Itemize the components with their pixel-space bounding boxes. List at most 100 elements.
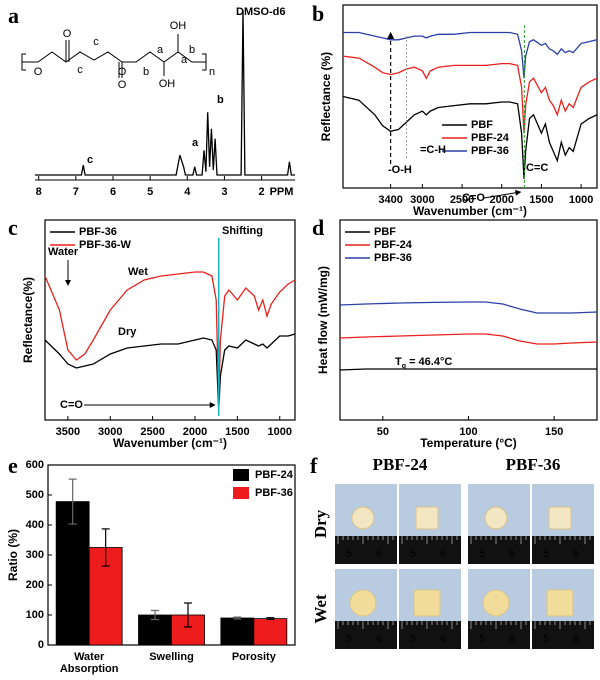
- x-tick-label: Water Absorption: [60, 651, 119, 675]
- ruler-label: 6: [509, 633, 515, 645]
- structure-bonds: [22, 51, 206, 63]
- legend-swatch: [233, 487, 249, 499]
- legend-label: PBF-24: [255, 469, 294, 481]
- x-tick-label: 4: [184, 186, 191, 198]
- ruler-label: 5: [543, 548, 549, 560]
- photo-row-label: Wet: [311, 594, 330, 624]
- y-tick-label: 500: [26, 489, 44, 501]
- data-line: [339, 333, 598, 345]
- x-tick-label: 1500: [529, 194, 553, 206]
- bar: [220, 617, 255, 646]
- sample-disc: [484, 506, 508, 530]
- x-tick-label: 2500: [450, 194, 474, 206]
- legend-label: PBF-36: [471, 145, 509, 157]
- panel-letter: b: [312, 1, 324, 26]
- annotation: Water: [48, 246, 79, 258]
- x-tick-label: 3500: [56, 426, 80, 438]
- structure-label: O: [118, 66, 127, 78]
- structure-label: O: [118, 79, 127, 91]
- photo-ruler: [532, 621, 594, 649]
- ruler-label: 5: [410, 548, 416, 560]
- x-tick-label: 3000: [410, 194, 434, 206]
- y-axis-label: Ratio (%): [6, 529, 20, 581]
- x-axis-label: Temperature (°C): [420, 436, 517, 450]
- data-line: [339, 301, 598, 314]
- data-line: [343, 31, 598, 79]
- y-axis-label: Heat flow (mW/mg): [316, 266, 330, 374]
- annotation: c: [87, 154, 93, 166]
- legend-label: PBF-36: [79, 226, 117, 238]
- data-line: [342, 55, 598, 134]
- annotation: Dry: [118, 326, 137, 338]
- ruler-label: 6: [440, 633, 446, 645]
- x-tick-label: Porosity: [232, 651, 277, 663]
- x-tick-label: 2000: [183, 426, 207, 438]
- sample-square: [415, 506, 439, 530]
- sample-disc: [351, 506, 375, 530]
- ruler-label: 5: [410, 633, 416, 645]
- annotation: DMSO-d6: [236, 6, 286, 18]
- annotation: Wet: [128, 266, 148, 278]
- sample-square: [413, 589, 441, 617]
- y-tick-label: 200: [26, 579, 44, 591]
- bar: [253, 618, 288, 646]
- structure-label: OH: [159, 78, 176, 90]
- ruler-label: 6: [509, 548, 515, 560]
- legend-label: PBF-36: [255, 487, 293, 499]
- ruler-label: 5: [346, 548, 352, 560]
- y-tick-label: 0: [38, 639, 44, 651]
- data-line: [35, 9, 295, 176]
- y-tick-label: 300: [26, 549, 44, 561]
- structure-bracket: [21, 53, 26, 71]
- co-arrow: [483, 189, 522, 199]
- x-tick-label: 1500: [225, 426, 249, 438]
- x-tick-label: 1000: [569, 194, 593, 206]
- x-tick-label: 3: [221, 186, 227, 198]
- tg-annotation: Tg = 46.4°C: [395, 356, 452, 370]
- y-axis-label: Reflectance (%): [319, 52, 333, 141]
- x-tick-label: 150: [545, 426, 563, 438]
- plot-frame: [44, 219, 296, 421]
- data-line: [339, 368, 597, 371]
- sample-square: [546, 589, 574, 617]
- annotation: a: [192, 137, 199, 149]
- x-tick-label: 6: [110, 186, 116, 198]
- structure-bracket: [202, 53, 207, 71]
- photo-ruler: [335, 621, 397, 649]
- sample-disc: [482, 589, 510, 617]
- annotation: -O-H: [388, 164, 412, 176]
- x-tick-label: 2000: [490, 194, 514, 206]
- tg-symbol: T: [395, 356, 402, 368]
- x-axis-label: PPM: [270, 186, 294, 198]
- structure-label: b: [143, 66, 149, 78]
- photo-column-label: PBF-36: [506, 455, 561, 474]
- structure-label: a: [157, 44, 164, 56]
- panel-letter: a: [8, 3, 19, 28]
- annotation: =C-H: [420, 144, 446, 156]
- structure-label: O: [34, 66, 43, 78]
- ruler-label: 5: [479, 633, 485, 645]
- annotation: C=O: [462, 192, 485, 204]
- ruler-label: 5: [479, 548, 485, 560]
- structure-label: n: [209, 66, 215, 78]
- photo-ruler: [468, 621, 530, 649]
- photo-ruler: [399, 621, 461, 649]
- x-tick-label: 1000: [268, 426, 292, 438]
- ruler-label: 6: [376, 633, 382, 645]
- ruler-label: 5: [346, 633, 352, 645]
- structure-label: c: [77, 64, 83, 76]
- y-tick-label: 400: [26, 519, 44, 531]
- legend-label: PBF-36-W: [79, 239, 132, 251]
- x-tick-label: 50: [377, 426, 389, 438]
- sample-square: [548, 506, 572, 530]
- x-tick-label: 5: [147, 186, 153, 198]
- data-line: [44, 333, 296, 411]
- sample-disc: [349, 589, 377, 617]
- ruler-label: 6: [376, 548, 382, 560]
- legend-label: PBF-24: [374, 239, 413, 251]
- y-tick-label: 100: [26, 609, 44, 621]
- x-tick-label: 2: [259, 186, 265, 198]
- x-axis-label: Wavenumber (cm⁻¹): [113, 436, 227, 450]
- photo-ruler: [468, 536, 530, 564]
